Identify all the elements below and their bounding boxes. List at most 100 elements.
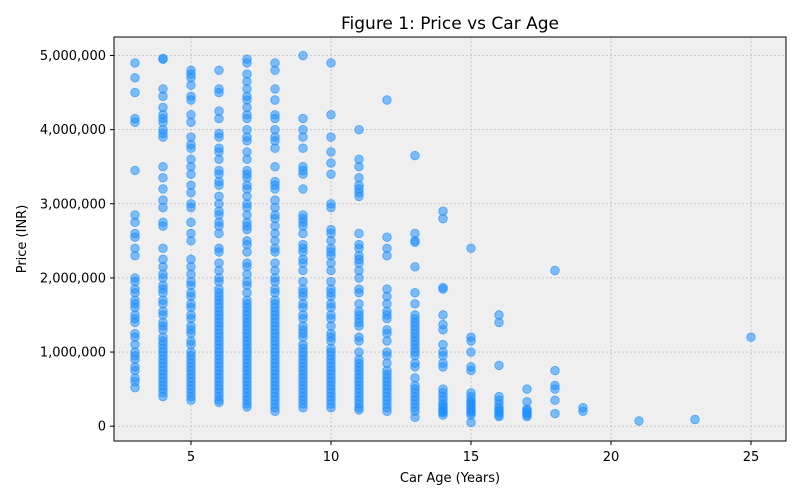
- data-point: [214, 113, 224, 124]
- data-point: [438, 284, 448, 294]
- data-point: [158, 391, 168, 402]
- plot-area: [114, 37, 786, 441]
- data-point: [270, 65, 280, 76]
- data-point: [186, 143, 196, 153]
- data-point: [130, 232, 140, 242]
- data-point: [270, 247, 280, 257]
- data-point: [438, 362, 448, 372]
- data-point: [242, 402, 252, 412]
- data-point: [214, 247, 224, 257]
- data-points: [130, 50, 756, 428]
- data-point: [326, 58, 336, 68]
- data-point: [270, 184, 280, 194]
- data-point: [158, 184, 168, 194]
- data-point: [242, 225, 252, 235]
- data-point: [186, 95, 196, 105]
- y-tick-label: 3,000,000: [40, 197, 106, 212]
- data-point: [578, 406, 588, 417]
- data-point: [130, 382, 140, 393]
- data-point: [186, 236, 196, 246]
- x-tick-label: 20: [603, 450, 620, 465]
- data-point: [550, 384, 560, 394]
- data-point: [326, 147, 336, 157]
- data-point: [410, 262, 420, 272]
- data-point: [326, 169, 336, 179]
- data-point: [326, 158, 336, 168]
- data-point: [186, 187, 196, 198]
- data-point: [158, 132, 168, 142]
- data-point: [130, 217, 140, 228]
- data-point: [186, 217, 196, 228]
- data-point: [214, 132, 224, 142]
- data-point: [186, 202, 196, 213]
- data-point: [214, 180, 224, 190]
- data-point: [242, 113, 252, 124]
- data-point: [158, 54, 168, 64]
- data-point: [410, 412, 420, 422]
- data-point: [746, 332, 756, 342]
- plot-frame: [113, 36, 787, 442]
- data-point: [214, 397, 224, 408]
- data-point: [158, 162, 168, 172]
- data-point: [130, 117, 140, 127]
- y-tick-label: 5,000,000: [40, 49, 106, 64]
- data-point: [354, 162, 364, 172]
- data-point: [130, 87, 140, 98]
- chart-title: Figure 1: Price vs Car Age: [341, 14, 559, 34]
- y-axis-ticks: 0 1,000,000 2,000,000 3,000,000 4,000,000 5,0…: [40, 49, 114, 435]
- data-point: [466, 365, 476, 376]
- data-point: [214, 228, 224, 239]
- data-point: [214, 65, 224, 76]
- data-point: [298, 265, 308, 276]
- y-tick-label: 2,000,000: [40, 271, 106, 286]
- data-point: [382, 232, 392, 242]
- data-point: [550, 395, 560, 405]
- x-tick-label: 5: [187, 450, 195, 465]
- data-point: [270, 162, 280, 172]
- data-point: [522, 411, 532, 422]
- x-tick-label: 15: [463, 450, 480, 465]
- data-point: [298, 169, 308, 179]
- data-point: [466, 417, 476, 428]
- x-tick-label: 10: [323, 450, 340, 465]
- data-point: [186, 395, 196, 405]
- data-point: [354, 405, 364, 415]
- data-point: [130, 165, 140, 176]
- data-point: [438, 310, 448, 320]
- data-point: [158, 202, 168, 213]
- data-point: [326, 402, 336, 413]
- data-point: [130, 317, 140, 328]
- x-axis-ticks: 5 10 15 20 25: [187, 441, 759, 465]
- data-point: [186, 117, 196, 127]
- data-point: [382, 250, 392, 261]
- data-point: [354, 191, 364, 202]
- data-point: [438, 410, 448, 420]
- grid-lines: [114, 37, 786, 441]
- data-point: [158, 243, 168, 253]
- data-point: [298, 143, 308, 153]
- data-point: [298, 184, 308, 194]
- data-point: [270, 406, 280, 417]
- data-point: [326, 202, 336, 213]
- data-point: [158, 221, 168, 231]
- data-point: [382, 313, 392, 324]
- data-point: [354, 124, 364, 135]
- data-point: [326, 265, 336, 276]
- data-point: [494, 360, 504, 371]
- data-point: [326, 110, 336, 120]
- y-axis-label: Price (INR): [15, 205, 30, 274]
- y-tick-label: 0: [98, 420, 106, 435]
- data-point: [354, 336, 364, 346]
- data-point: [494, 317, 504, 328]
- data-point: [242, 136, 252, 146]
- data-point: [270, 84, 280, 94]
- data-point: [130, 250, 140, 261]
- data-point: [298, 402, 308, 413]
- data-point: [410, 299, 420, 309]
- data-point: [130, 73, 140, 83]
- y-tick-label: 1,000,000: [40, 346, 106, 361]
- data-point: [382, 336, 392, 346]
- data-point: [298, 228, 308, 239]
- data-point: [214, 154, 224, 165]
- data-point: [382, 95, 392, 105]
